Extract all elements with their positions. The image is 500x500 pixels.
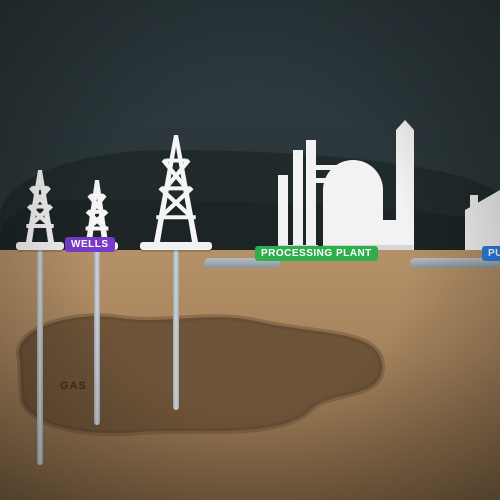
label-processing-plant: PROCESSING PLANT [255, 246, 378, 261]
building-right [465, 190, 500, 250]
well-pipe [173, 250, 179, 410]
well-pipe [37, 250, 43, 465]
processing-plant [278, 120, 428, 250]
label-wells: WELLS [65, 237, 115, 252]
well-derrick [150, 135, 202, 250]
gas-supply-diagram: WELLS PROCESSING PLANT PU GAS [0, 0, 500, 500]
well-pipe [94, 250, 100, 425]
well-derrick [22, 170, 58, 250]
label-right: PU [482, 246, 500, 261]
gas-reservoir [10, 310, 385, 440]
label-gas: GAS [60, 380, 87, 392]
